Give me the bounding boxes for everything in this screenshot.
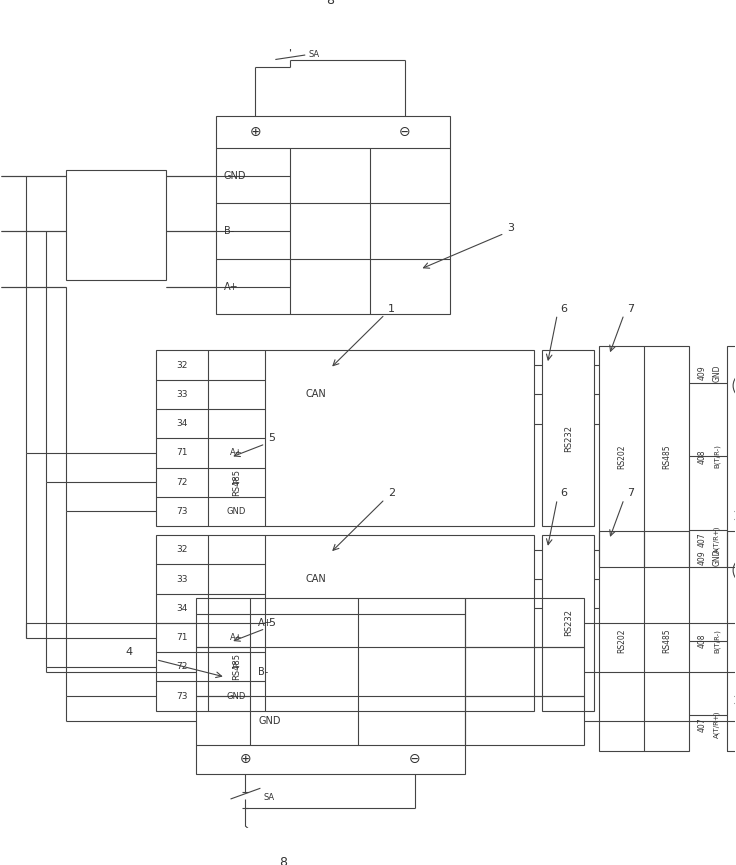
- Bar: [726, 346, 736, 567]
- Text: RS485: RS485: [662, 444, 671, 469]
- Text: GND: GND: [224, 170, 246, 181]
- Text: GND: GND: [227, 507, 246, 516]
- Text: 73: 73: [176, 507, 188, 516]
- Text: SA: SA: [263, 792, 275, 802]
- Text: 8: 8: [280, 855, 287, 865]
- Text: 4: 4: [126, 647, 133, 657]
- Text: GND: GND: [258, 715, 281, 726]
- Text: RS485: RS485: [232, 469, 241, 496]
- Text: RS485: RS485: [662, 629, 671, 653]
- Text: RS232: RS232: [564, 425, 573, 452]
- Text: A+: A+: [258, 618, 273, 628]
- Text: CAN: CAN: [305, 574, 326, 584]
- Bar: [542, 350, 594, 526]
- Text: 407: 407: [697, 717, 707, 732]
- Text: 71: 71: [176, 633, 188, 642]
- Text: 71: 71: [176, 448, 188, 458]
- Text: 34: 34: [176, 604, 188, 612]
- Text: A(T/R+): A(T/R+): [713, 710, 720, 738]
- Text: A(T/R+): A(T/R+): [713, 526, 720, 554]
- Text: 33: 33: [176, 390, 188, 399]
- Text: CAN: CAN: [305, 389, 326, 400]
- Text: SA: SA: [308, 49, 319, 59]
- Bar: [464, 599, 584, 647]
- Text: ⊖: ⊖: [409, 753, 421, 766]
- Bar: [464, 647, 584, 696]
- Bar: [156, 535, 534, 711]
- Text: 72: 72: [176, 663, 188, 671]
- Bar: [599, 346, 689, 567]
- Text: 72: 72: [176, 477, 188, 487]
- Text: 32: 32: [176, 361, 188, 369]
- Bar: [464, 696, 584, 745]
- Text: B-: B-: [224, 226, 234, 236]
- Bar: [726, 530, 736, 752]
- Text: 409: 409: [697, 550, 707, 565]
- Text: 6: 6: [560, 304, 567, 314]
- Text: 6: 6: [560, 489, 567, 498]
- Text: RS232: RS232: [564, 610, 573, 637]
- Text: RS202: RS202: [617, 444, 626, 469]
- Text: GND: GND: [712, 364, 721, 381]
- Bar: [156, 350, 534, 526]
- Text: A-: A-: [232, 663, 241, 671]
- Text: 8: 8: [326, 0, 334, 8]
- Bar: [66, 170, 166, 280]
- Text: 5: 5: [269, 433, 275, 443]
- Text: 408: 408: [697, 449, 707, 464]
- Text: A+: A+: [230, 633, 243, 642]
- Text: A+: A+: [224, 282, 238, 292]
- Text: ⊕: ⊕: [250, 125, 261, 139]
- Text: 73: 73: [176, 692, 188, 701]
- Text: B(T/R-): B(T/R-): [713, 629, 720, 653]
- Text: B-: B-: [258, 667, 269, 676]
- Text: 5: 5: [269, 618, 275, 628]
- Text: A-: A-: [232, 477, 241, 487]
- Text: 3: 3: [507, 222, 514, 233]
- Text: B(T/R-): B(T/R-): [713, 445, 720, 468]
- Text: 32: 32: [176, 545, 188, 554]
- Text: 2: 2: [388, 489, 395, 498]
- Text: GND: GND: [227, 692, 246, 701]
- Text: 34: 34: [176, 420, 188, 428]
- Text: 7: 7: [627, 304, 634, 314]
- Text: 1: 1: [388, 304, 395, 314]
- Text: 409: 409: [697, 366, 707, 381]
- Text: RS202: RS202: [617, 629, 626, 653]
- Text: ⊖: ⊖: [399, 125, 411, 139]
- Text: 408: 408: [697, 634, 707, 648]
- Text: GND: GND: [712, 549, 721, 567]
- Bar: [599, 530, 689, 752]
- Text: 33: 33: [176, 574, 188, 584]
- Text: A+: A+: [230, 448, 243, 458]
- Text: 407: 407: [697, 532, 707, 547]
- Text: RS485: RS485: [232, 653, 241, 681]
- Bar: [196, 599, 464, 774]
- Bar: [216, 116, 450, 314]
- Bar: [542, 535, 594, 711]
- Text: ⊕: ⊕: [240, 753, 251, 766]
- Text: 7: 7: [627, 489, 634, 498]
